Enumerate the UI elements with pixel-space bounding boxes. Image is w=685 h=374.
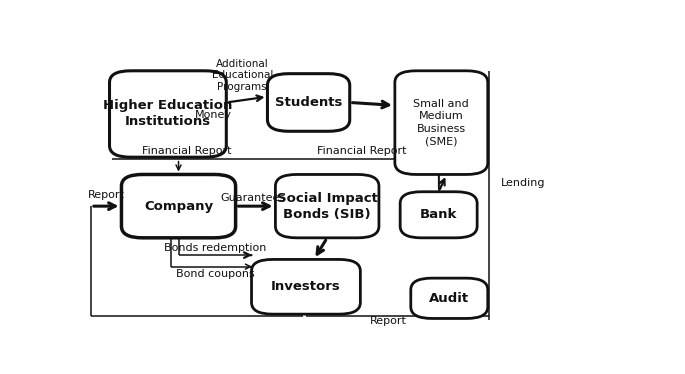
Text: Social Impact
Bonds (SIB): Social Impact Bonds (SIB) [277,191,377,221]
Text: Company: Company [144,200,213,213]
Text: Higher Education
Institutions: Higher Education Institutions [103,99,233,129]
Text: Financial Report: Financial Report [142,147,232,156]
Text: Money: Money [195,110,232,120]
FancyBboxPatch shape [395,71,488,174]
FancyBboxPatch shape [400,192,477,238]
FancyBboxPatch shape [411,278,488,319]
Text: Bank: Bank [420,208,458,221]
Text: Financial Report: Financial Report [317,147,406,156]
Text: Guarantees: Guarantees [221,193,286,202]
Text: Investors: Investors [271,280,341,293]
Text: Bond coupons: Bond coupons [175,269,254,279]
Text: Additional
Educational
Programs: Additional Educational Programs [212,58,273,92]
FancyBboxPatch shape [267,74,350,131]
FancyBboxPatch shape [275,174,379,238]
Text: Audit: Audit [429,292,469,305]
Text: Students: Students [275,96,342,109]
Text: Lending: Lending [501,178,545,188]
Text: Report: Report [88,190,125,200]
Text: Small and
Medium
Business
(SME): Small and Medium Business (SME) [414,99,469,146]
Text: Report: Report [370,316,407,327]
FancyBboxPatch shape [251,260,360,314]
FancyBboxPatch shape [110,71,226,157]
FancyBboxPatch shape [121,174,236,238]
Text: Bonds redemption: Bonds redemption [164,243,266,253]
